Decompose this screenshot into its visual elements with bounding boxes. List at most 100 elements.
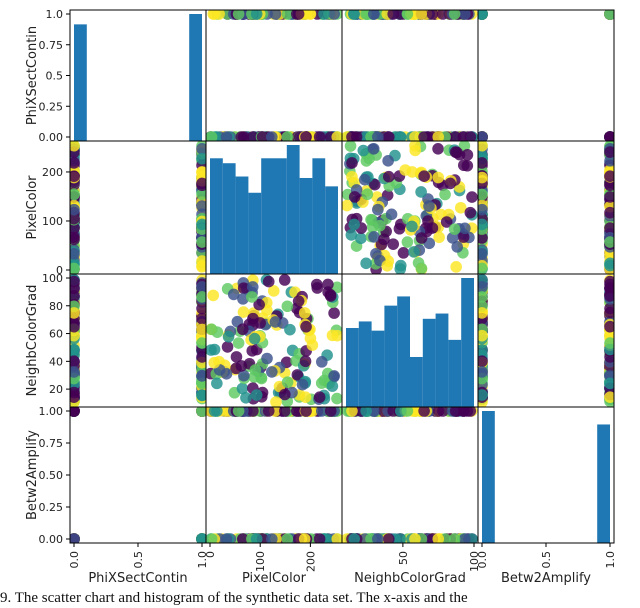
scatter-point — [300, 407, 312, 417]
scatter-points — [70, 141, 206, 274]
scatter-points — [342, 10, 478, 141]
scatter-point — [196, 188, 206, 201]
scatter-point — [478, 262, 488, 274]
panel-frame — [341, 9, 479, 142]
scatter-point — [409, 141, 421, 152]
scatter-point — [250, 533, 263, 543]
scatter-point — [278, 407, 291, 417]
scatter-point — [220, 533, 233, 543]
scatter-point — [418, 131, 430, 141]
y-axis-label: Betw2Amplify — [25, 430, 40, 520]
scatter-point — [433, 231, 445, 244]
scatter-panel-Betw2Amplify-vs-PixelColor — [206, 407, 342, 543]
scatter-point — [70, 366, 80, 378]
panel-frame — [477, 9, 615, 142]
scatter-point — [348, 218, 360, 231]
scatter-point — [270, 396, 282, 407]
x-axis-label: Betw2Amplify — [501, 571, 591, 586]
scatter-point — [604, 222, 614, 234]
scatter-point — [360, 407, 372, 417]
scatter-point — [478, 355, 488, 368]
scatter-point — [232, 337, 245, 349]
scatter-point — [208, 343, 221, 356]
scatter-point — [70, 188, 80, 201]
histogram-bar — [384, 305, 398, 407]
y-tick-label: 0.75 — [39, 39, 64, 52]
scatter-point — [269, 10, 282, 20]
scatter-point — [70, 212, 80, 225]
scatter-point — [367, 142, 380, 155]
histogram-bar — [299, 177, 313, 274]
scatter-point — [253, 298, 265, 311]
scatter-point — [367, 10, 380, 20]
scatter-point — [432, 143, 444, 155]
scatter-point — [478, 248, 488, 260]
scatter-point — [387, 238, 400, 250]
scatter-panel-NeighbColorGrad-vs-Betw2Amplify — [478, 274, 614, 407]
scatter-point — [70, 343, 80, 356]
panel-frame — [69, 406, 207, 544]
scatter-point — [262, 407, 275, 417]
scatter-point — [70, 170, 80, 182]
histogram-bar — [597, 424, 610, 543]
scatter-point — [206, 323, 218, 336]
scatter-point — [394, 131, 407, 141]
histogram-bar — [222, 163, 236, 274]
scatter-point — [304, 10, 316, 20]
scatter-point — [70, 307, 80, 319]
scatter-point — [246, 291, 258, 303]
scatter-point — [439, 188, 451, 201]
scatter-points — [70, 274, 206, 407]
scatter-point — [196, 142, 206, 155]
scatter-panel-PhiXSectContin-vs-PixelColor — [206, 10, 342, 141]
scatter-point — [262, 275, 275, 288]
scatter-point — [604, 206, 614, 219]
x-axis-label: PixelColor — [242, 571, 307, 586]
x-tick-label: 0.0 — [476, 551, 489, 569]
scatter-point — [459, 222, 471, 235]
y-tick-label: 0.75 — [39, 437, 64, 450]
scatter-point — [449, 407, 462, 417]
scatter-point — [196, 260, 206, 272]
scatter-point — [604, 259, 614, 272]
histogram-bar — [286, 145, 300, 274]
scatter-point — [346, 170, 358, 183]
histogram-PhiXSectContin — [74, 14, 202, 141]
scatter-point — [240, 391, 252, 404]
scatter-point — [331, 131, 342, 141]
x-tick-label: 1.0 — [604, 551, 617, 569]
y-tick-label: 100 — [42, 215, 63, 228]
scatter-point — [70, 329, 80, 342]
scatter-point — [478, 203, 488, 216]
scatter-point — [440, 216, 453, 228]
histogram-Betw2Amplify — [482, 411, 610, 543]
scatter-point — [372, 131, 384, 141]
scatter-point — [281, 300, 294, 313]
y-tick-label: 80 — [49, 300, 63, 313]
scatter-point — [450, 261, 462, 273]
scatter-point — [238, 369, 250, 382]
scatter-point — [70, 141, 80, 152]
scatter-point — [478, 218, 488, 231]
scatter-point — [267, 285, 280, 297]
histogram-bar — [312, 158, 326, 274]
scatter-point — [296, 378, 309, 391]
scatter-point — [278, 388, 291, 401]
scatter-panel-Betw2Amplify-vs-PhiXSectContin — [70, 407, 206, 543]
histogram-bar — [210, 158, 223, 274]
scatter-point — [415, 232, 428, 244]
x-tick-label: 0 — [204, 551, 217, 558]
scatter-point — [220, 368, 233, 380]
scatter-points — [478, 141, 614, 274]
scatter-points — [206, 407, 342, 543]
scatter-point — [211, 377, 223, 390]
scatter-point — [378, 233, 390, 246]
scatter-point — [70, 233, 80, 246]
scatter-point — [300, 131, 312, 141]
x-tick-label: 100 — [254, 551, 267, 572]
scatter-point — [432, 407, 445, 417]
scatter-points — [206, 10, 342, 141]
scatter-point — [478, 366, 488, 378]
scatter-point — [331, 329, 342, 342]
y-tick-label: 40 — [49, 355, 63, 368]
